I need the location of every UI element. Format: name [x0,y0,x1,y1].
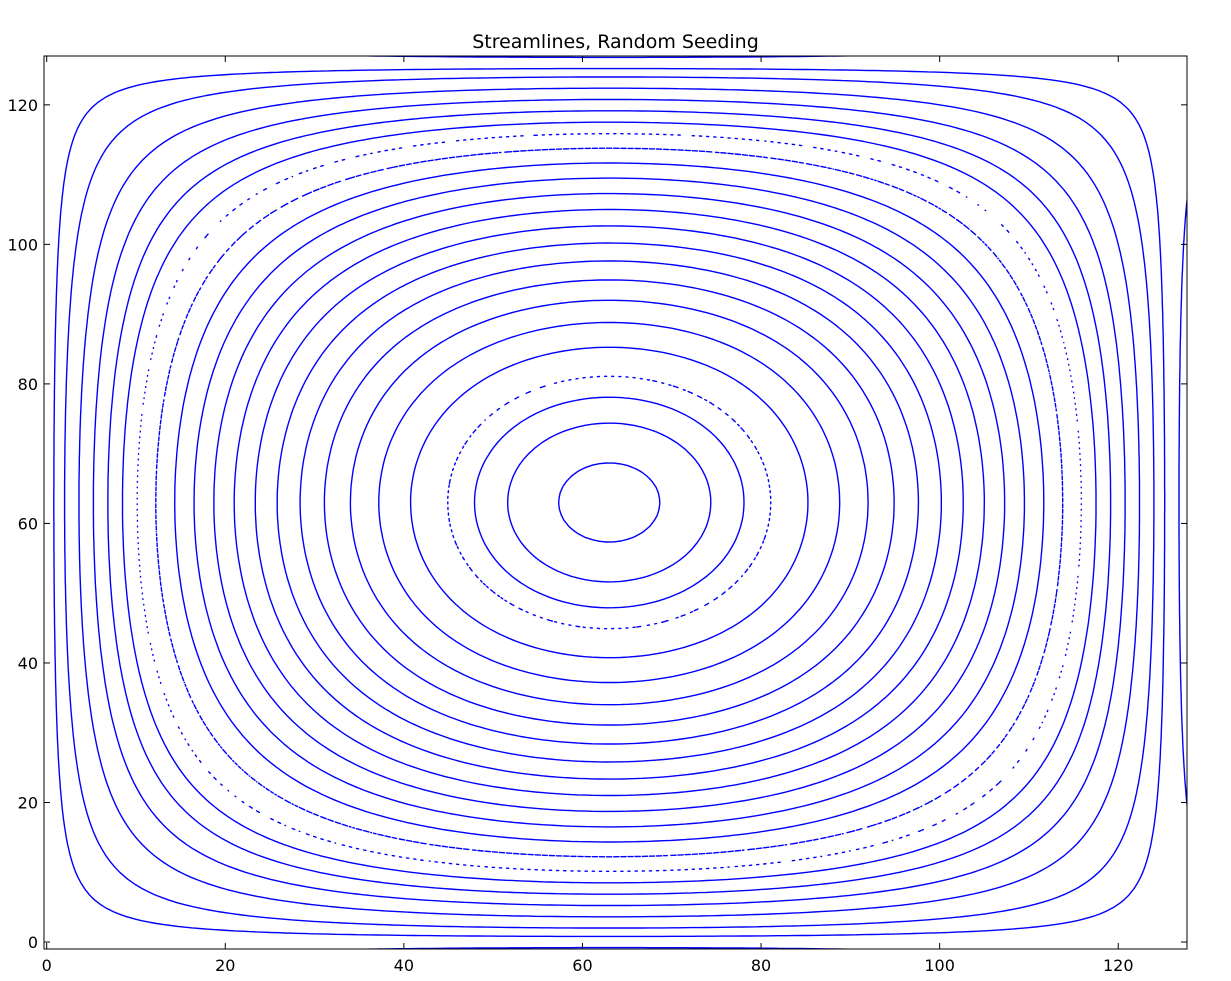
y-tick-label: 80 [18,375,38,394]
streamline [155,147,1064,858]
y-tick-label: 100 [7,235,38,254]
streamline [409,346,809,659]
y-tick-label: 40 [18,654,38,673]
streamline [233,208,985,797]
streamline [213,192,1006,813]
x-tick-label: 120 [1103,956,1134,975]
y-tick-label: 120 [7,96,38,115]
streamline [323,279,895,726]
streamline [349,299,869,706]
streamline [63,76,1155,929]
streamline [254,225,964,780]
x-tick-label: 0 [42,956,52,975]
streamline [507,422,712,583]
streamline [193,177,1026,828]
chart-title: Streamlines, Random Seeding [472,31,759,53]
streamline [276,242,942,763]
streamline [473,396,745,609]
y-tick-label: 0 [28,933,38,952]
y-tick-label: 20 [18,793,38,812]
plot-frame [43,55,1188,950]
streamline [378,321,841,684]
streamline [174,162,1045,843]
streamline [136,133,1082,872]
streamlines-group [53,56,1187,949]
x-tick-label: 80 [751,956,771,975]
y-axis: 0 20 40 60 80 100 120 [7,96,1187,952]
x-tick-label: 40 [394,956,414,975]
streamline [299,260,920,745]
streamline [558,462,661,543]
streamline [92,98,1126,907]
streamline [121,121,1097,884]
x-tick-label: 20 [215,956,235,975]
y-tick-label: 60 [18,514,38,533]
x-tick-label: 100 [924,956,955,975]
streamline [107,110,1112,895]
x-axis: 0 20 40 60 80 100 120 [42,56,1134,975]
streamline [53,67,1166,938]
streamline [78,87,1141,918]
x-tick-label: 60 [572,956,592,975]
streamline [447,375,772,630]
